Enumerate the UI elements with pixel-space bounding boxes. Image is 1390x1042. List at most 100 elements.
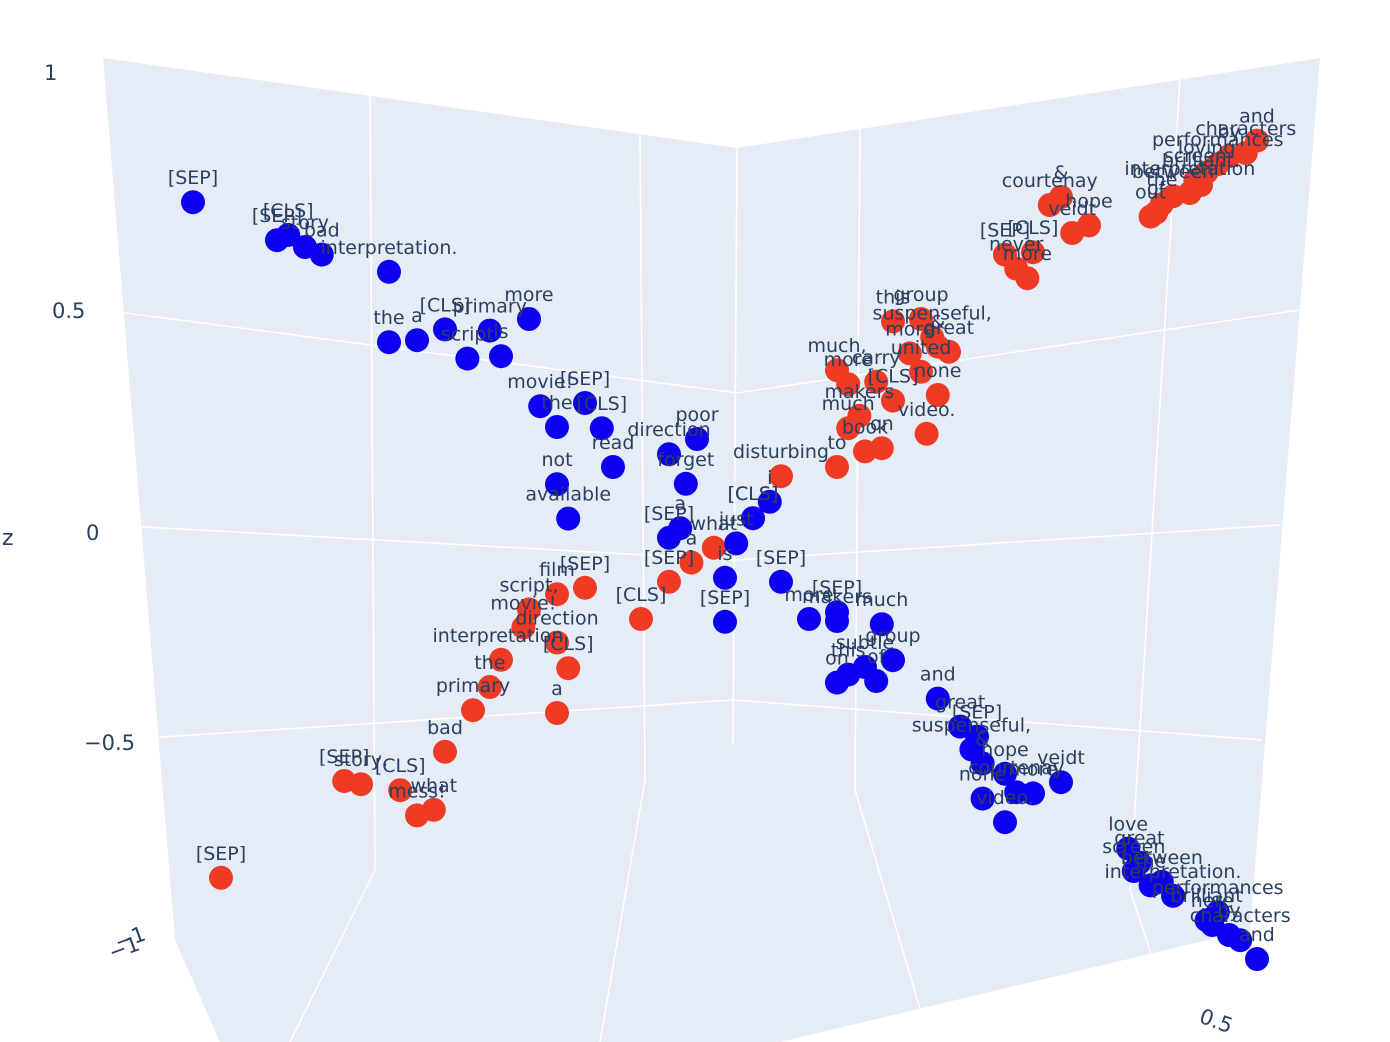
blue-point[interactable] bbox=[993, 761, 1017, 786]
red-point[interactable] bbox=[332, 769, 357, 793]
red-point[interactable] bbox=[517, 597, 541, 622]
red-point[interactable] bbox=[545, 582, 569, 607]
red-point[interactable] bbox=[836, 416, 861, 441]
red-point[interactable] bbox=[909, 359, 933, 384]
blue-point[interactable] bbox=[970, 751, 995, 776]
red-point[interactable] bbox=[511, 615, 536, 640]
red-point[interactable] bbox=[545, 630, 569, 655]
red-point[interactable] bbox=[545, 701, 569, 725]
blue-point-label: a bbox=[674, 493, 686, 515]
blue-point[interactable] bbox=[477, 318, 502, 343]
red-point-label: more bbox=[885, 318, 934, 340]
blue-point[interactable] bbox=[713, 609, 737, 634]
red-point[interactable] bbox=[433, 739, 457, 764]
blue-point[interactable] bbox=[1217, 923, 1241, 947]
blue-point[interactable] bbox=[1245, 947, 1269, 971]
blue-point[interactable] bbox=[1121, 859, 1146, 883]
blue-point[interactable] bbox=[377, 259, 401, 284]
blue-point[interactable] bbox=[528, 394, 553, 419]
red-point[interactable] bbox=[1138, 204, 1163, 229]
blue-point[interactable] bbox=[1161, 883, 1185, 908]
red-point[interactable] bbox=[1037, 193, 1062, 217]
blue-point-label: interpretation. bbox=[1105, 861, 1242, 883]
red-point[interactable] bbox=[388, 778, 413, 803]
blue-point[interactable] bbox=[757, 489, 782, 514]
blue-point[interactable] bbox=[545, 415, 569, 439]
blue-point[interactable] bbox=[573, 391, 597, 415]
blue-point[interactable] bbox=[713, 565, 737, 590]
blue-point[interactable] bbox=[881, 648, 905, 673]
red-point[interactable] bbox=[489, 647, 513, 672]
red-point-label: [CLS] bbox=[728, 483, 779, 505]
blue-point[interactable] bbox=[724, 531, 749, 556]
blue-point[interactable] bbox=[825, 670, 849, 695]
blue-point[interactable] bbox=[405, 328, 429, 353]
blue-point[interactable] bbox=[869, 612, 894, 637]
red-point[interactable] bbox=[909, 307, 933, 331]
blue-point-label: screen bbox=[1102, 836, 1165, 858]
red-point[interactable] bbox=[836, 372, 861, 397]
blue-point[interactable] bbox=[673, 471, 698, 496]
red-point[interactable] bbox=[701, 535, 726, 560]
red-point[interactable] bbox=[209, 865, 233, 890]
red-point[interactable] bbox=[657, 569, 681, 594]
red-point[interactable] bbox=[825, 455, 849, 479]
red-point-label: much bbox=[822, 393, 875, 415]
blue-point[interactable] bbox=[657, 525, 681, 550]
blue-point[interactable] bbox=[455, 346, 480, 371]
blue-point[interactable] bbox=[1004, 780, 1029, 805]
blue-point[interactable] bbox=[657, 442, 681, 467]
red-point[interactable] bbox=[881, 309, 905, 334]
red-point[interactable] bbox=[881, 388, 905, 413]
blue-point[interactable] bbox=[1138, 873, 1163, 898]
blue-point[interactable] bbox=[925, 686, 950, 711]
blue-point-label: suspenseful, bbox=[912, 714, 1031, 736]
blue-point[interactable] bbox=[1049, 770, 1073, 795]
blue-point[interactable] bbox=[433, 317, 457, 342]
blue-point-label: available bbox=[525, 484, 611, 506]
blue-point[interactable] bbox=[589, 416, 614, 441]
blue-point-label: and bbox=[920, 664, 956, 686]
blue-point[interactable] bbox=[864, 669, 889, 693]
blue-point[interactable] bbox=[489, 344, 513, 369]
red-point[interactable] bbox=[914, 421, 939, 446]
red-point[interactable] bbox=[1060, 221, 1085, 245]
red-point-label: [SEP] bbox=[644, 547, 694, 569]
blue-point[interactable] bbox=[181, 190, 205, 215]
red-point-label: veidt bbox=[1048, 198, 1096, 220]
blue-point[interactable] bbox=[993, 810, 1017, 835]
red-point[interactable] bbox=[573, 575, 597, 600]
red-point[interactable] bbox=[853, 439, 877, 464]
red-point[interactable] bbox=[405, 803, 429, 828]
blue-point[interactable] bbox=[601, 455, 625, 479]
red-point[interactable] bbox=[629, 607, 653, 631]
blue-point[interactable] bbox=[797, 607, 821, 631]
blue-point[interactable] bbox=[970, 786, 995, 811]
blue-point[interactable] bbox=[741, 506, 765, 531]
blue-point[interactable] bbox=[556, 506, 581, 531]
blue-point[interactable] bbox=[517, 307, 541, 331]
red-point[interactable] bbox=[461, 698, 485, 723]
blue-point[interactable] bbox=[545, 472, 569, 497]
blue-point-label: [CLS] bbox=[420, 294, 471, 316]
red-point[interactable] bbox=[937, 339, 961, 364]
blue-point[interactable] bbox=[685, 427, 709, 451]
blue-point[interactable] bbox=[377, 330, 401, 355]
red-point[interactable] bbox=[864, 369, 889, 394]
red-point[interactable] bbox=[556, 656, 581, 681]
red-point[interactable] bbox=[1021, 240, 1045, 265]
red-point[interactable] bbox=[477, 675, 502, 699]
blue-point[interactable] bbox=[265, 228, 289, 253]
blue-point[interactable] bbox=[309, 242, 334, 267]
red-point[interactable] bbox=[925, 383, 950, 407]
red-point-label: characters bbox=[1195, 118, 1296, 140]
red-point[interactable] bbox=[897, 341, 922, 366]
blue-point-label: direction bbox=[627, 419, 710, 441]
blue-point[interactable] bbox=[825, 609, 849, 633]
blue-point[interactable] bbox=[769, 569, 793, 594]
red-point[interactable] bbox=[679, 550, 704, 575]
red-point[interactable] bbox=[769, 464, 793, 489]
blue-point-label: more bbox=[1008, 758, 1057, 780]
red-point[interactable] bbox=[1015, 266, 1040, 291]
